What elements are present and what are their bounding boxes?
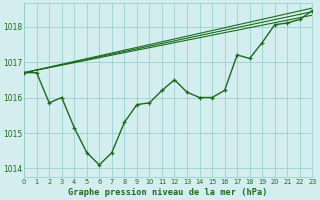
X-axis label: Graphe pression niveau de la mer (hPa): Graphe pression niveau de la mer (hPa) — [68, 188, 268, 197]
